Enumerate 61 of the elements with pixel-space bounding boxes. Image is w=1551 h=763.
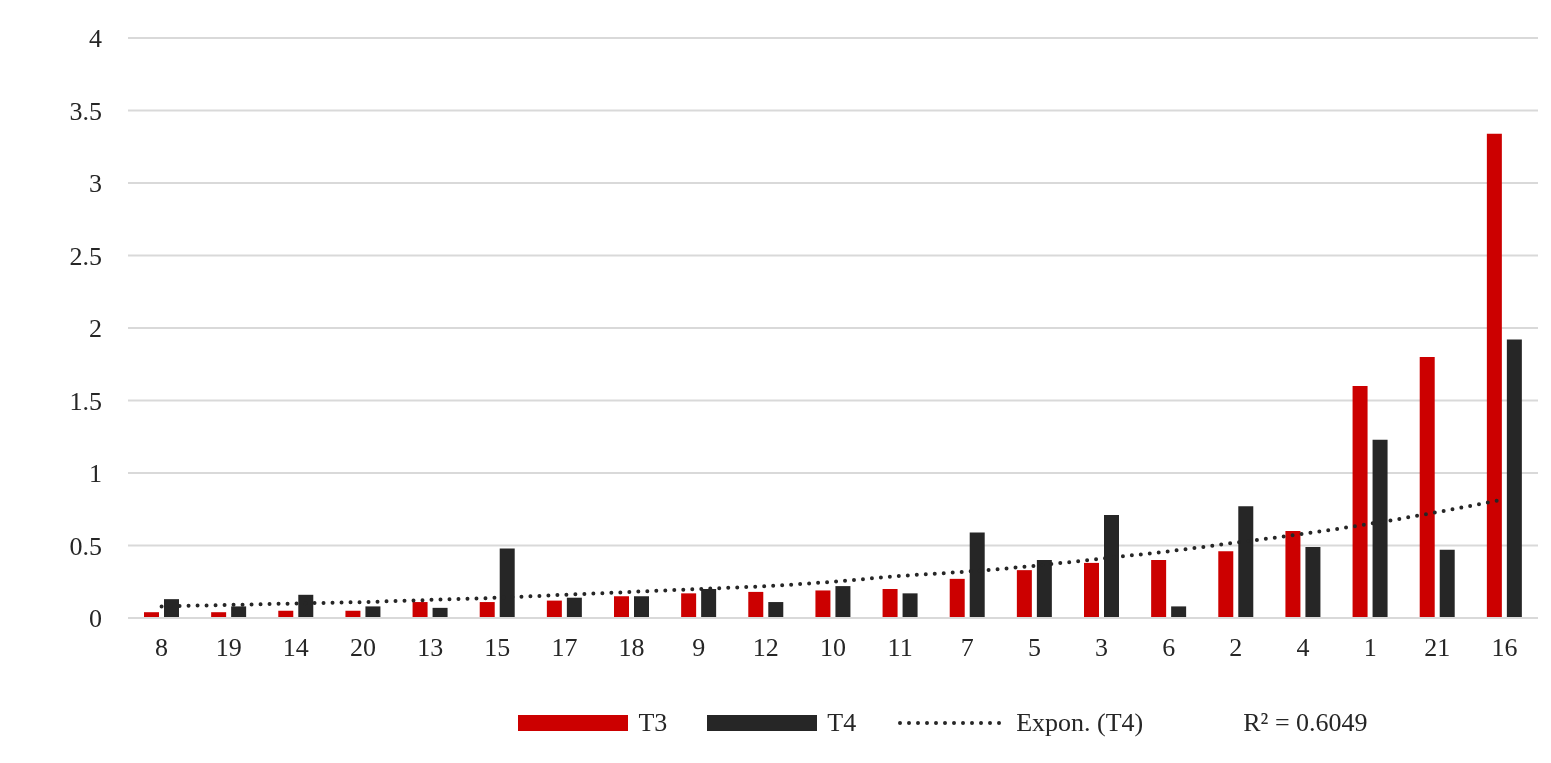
x-tick-label: 11: [887, 633, 913, 663]
x-tick-label: 13: [417, 633, 444, 663]
x-tick-label: 15: [484, 633, 511, 663]
y-tick-label: 1.5: [69, 386, 102, 416]
x-tick-label: 21: [1424, 633, 1451, 663]
x-tick-label: 9: [692, 633, 706, 663]
bar: [1506, 339, 1522, 618]
bar: [815, 590, 831, 618]
x-tick-label: 8: [155, 633, 169, 663]
bar: [566, 597, 582, 618]
legend-label: T4: [827, 708, 857, 738]
bar: [479, 602, 495, 618]
text: R² = 0.6049: [1243, 708, 1368, 738]
x-tick-label: 19: [215, 633, 242, 663]
bar: [1016, 570, 1032, 618]
bar: [1171, 606, 1187, 618]
x-tick-label: 2: [1229, 633, 1243, 663]
bar: [1218, 551, 1234, 618]
bar: [1352, 386, 1368, 618]
bar: [681, 593, 697, 618]
bar: [1486, 133, 1502, 618]
bar: [1439, 549, 1455, 618]
bar: [412, 602, 428, 618]
bar: [1151, 560, 1167, 618]
x-tick-label: 12: [752, 633, 779, 663]
x-tick-label: 14: [282, 633, 309, 663]
x-tick-label: 4: [1296, 633, 1310, 663]
bar: [882, 589, 898, 618]
bar: [768, 602, 784, 618]
x-tick-label: 17: [551, 633, 578, 663]
y-tick-label: 3: [89, 169, 102, 199]
bar: [614, 596, 629, 618]
bar: [835, 586, 851, 618]
bar: [1419, 357, 1435, 618]
bar: [1305, 546, 1321, 618]
x-tick-label: 1: [1363, 633, 1377, 663]
bar: [949, 578, 965, 618]
bar: [1084, 562, 1099, 618]
bar: [748, 591, 764, 618]
x-tick-label: 16: [1491, 633, 1518, 663]
y-tick-label: 2.5: [69, 241, 102, 271]
bar: [1285, 531, 1301, 618]
y-tick-label: 0: [89, 604, 102, 634]
bar: [365, 606, 381, 618]
y-tick-label: 4: [89, 24, 102, 54]
x-tick-label: 5: [1027, 633, 1041, 663]
legend-label: T3: [638, 708, 668, 738]
x-tick-label: 7: [960, 633, 974, 663]
y-tick-label: 0.5: [69, 531, 102, 561]
legend-label: Expon. (T4): [1016, 708, 1144, 738]
x-tick-label: 10: [820, 633, 846, 663]
x-tick-label: 20: [350, 633, 376, 663]
x-tick-label: 6: [1162, 633, 1176, 663]
y-tick-label: 1: [89, 459, 102, 489]
bar: [634, 596, 649, 618]
y-tick-label: 3.5: [69, 96, 102, 126]
bar: [546, 600, 562, 618]
y-tick-label: 2: [89, 314, 102, 344]
x-tick-label: 3: [1095, 633, 1109, 663]
bar: [902, 593, 918, 618]
x-tick-label: 18: [618, 633, 645, 663]
